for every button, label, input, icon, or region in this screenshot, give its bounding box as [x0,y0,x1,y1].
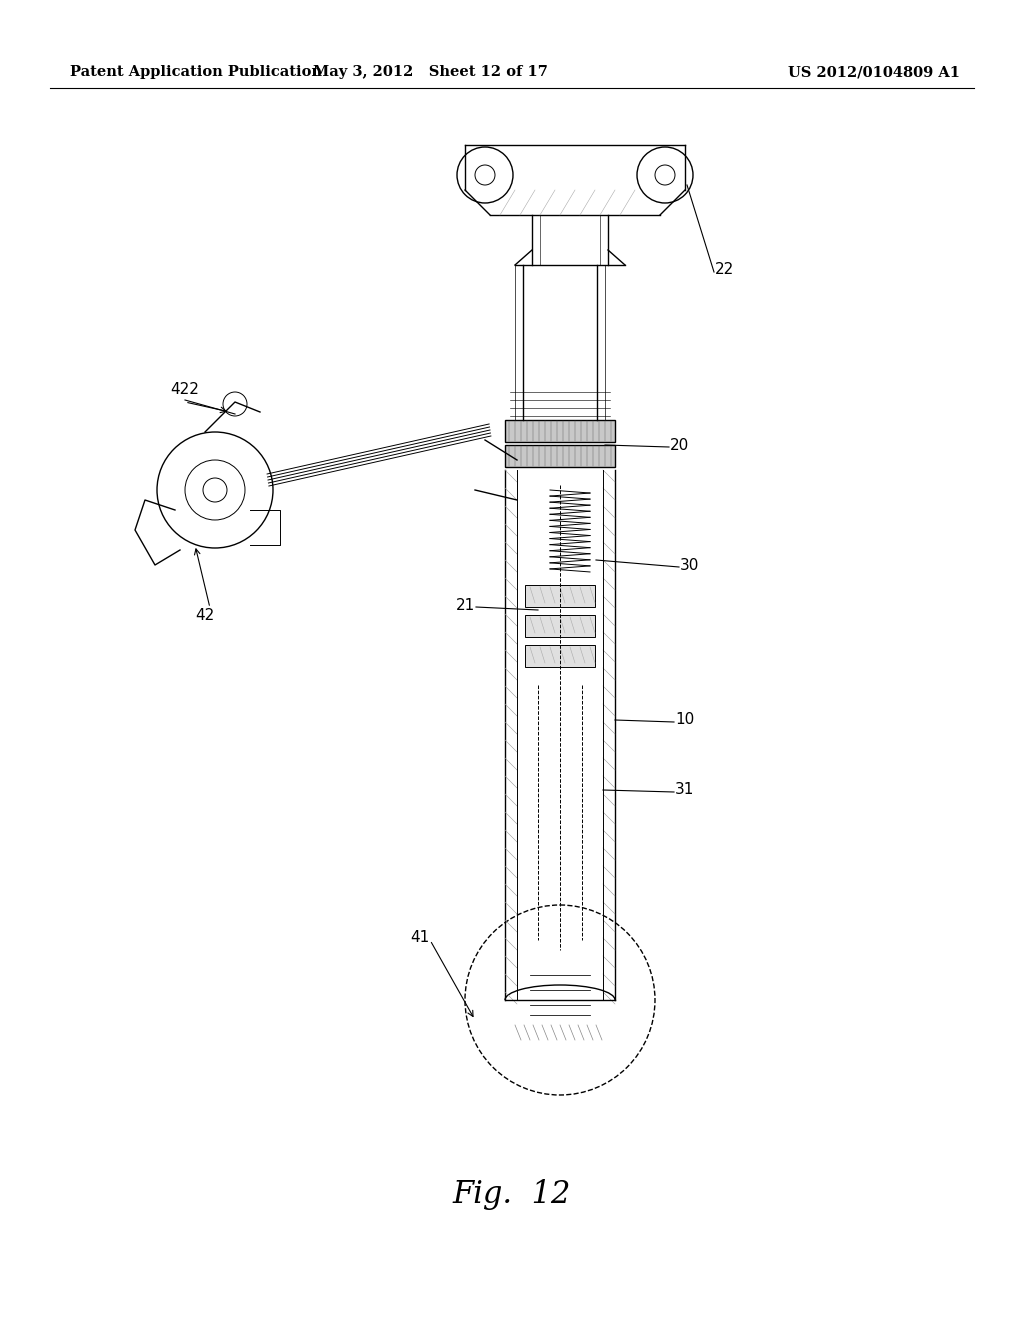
Text: 41: 41 [411,931,430,945]
Text: 30: 30 [680,557,699,573]
Text: 42: 42 [196,607,215,623]
Text: May 3, 2012   Sheet 12 of 17: May 3, 2012 Sheet 12 of 17 [312,65,548,79]
Text: Patent Application Publication: Patent Application Publication [70,65,322,79]
Text: Fig.  12: Fig. 12 [453,1180,571,1210]
Bar [525,585,595,607]
Text: 21: 21 [456,598,475,612]
Text: 20: 20 [670,437,689,453]
Text: 422: 422 [171,383,200,397]
Bar [525,645,595,667]
Text: 31: 31 [675,783,694,797]
Text: 10: 10 [675,713,694,727]
Bar [505,420,615,442]
Bar [525,615,595,638]
Bar [505,445,615,467]
Text: US 2012/0104809 A1: US 2012/0104809 A1 [788,65,961,79]
Text: 22: 22 [715,263,734,277]
